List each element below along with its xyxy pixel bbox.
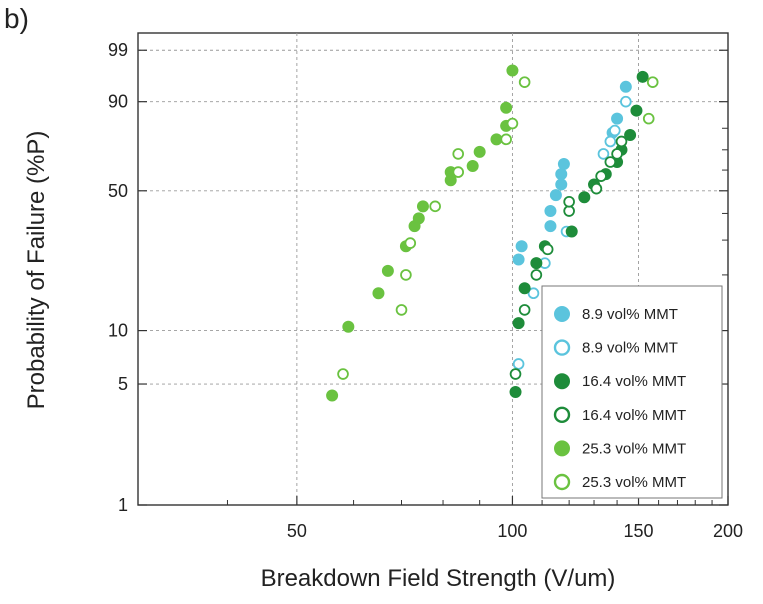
data-point (395, 304, 408, 316)
x-tick-label: 50 (287, 521, 307, 541)
x-axis-label: Breakdown Field Strength (V/um) (261, 565, 616, 592)
data-point (500, 133, 512, 146)
data-point (518, 76, 531, 88)
legend-marker (554, 440, 570, 457)
data-point (544, 220, 557, 233)
data-point (512, 317, 525, 330)
data-point (452, 166, 465, 178)
legend-label: 25.3 vol% MMT (582, 440, 686, 457)
data-point (630, 104, 643, 117)
data-point (530, 257, 543, 270)
data-point (565, 225, 578, 238)
data-point (506, 117, 519, 130)
data-point (518, 304, 531, 316)
data-point (544, 205, 557, 218)
legend: 8.9 vol% MMT 8.9 vol% MMT 16.4 vol% MMT 16.… (541, 285, 723, 499)
data-point (400, 269, 412, 281)
data-points (326, 64, 659, 402)
x-tick-label: 150 (624, 521, 654, 541)
data-point (342, 320, 355, 333)
data-point (509, 386, 522, 399)
data-point (512, 358, 525, 370)
data-point (412, 212, 425, 225)
data-point (429, 200, 441, 213)
data-point (609, 124, 621, 137)
data-point (500, 101, 513, 114)
legend-box (541, 285, 723, 499)
y-tick-label: 10 (108, 321, 128, 341)
y-tick-label: 50 (108, 181, 128, 201)
data-point (530, 269, 543, 281)
series-2-points (512, 95, 632, 370)
axis-ticks: 50 100 150 200 1 5 10 50 90 99 (108, 40, 743, 541)
legend-label: 8.9 vol% MMT (582, 340, 678, 357)
x-tick-label: 100 (497, 521, 527, 541)
legend-marker (554, 373, 570, 390)
data-point (557, 158, 570, 171)
data-point (515, 240, 528, 253)
y-tick-label: 90 (108, 92, 128, 112)
x-tick-label: 200 (713, 521, 743, 541)
data-point (642, 112, 655, 125)
data-point (452, 148, 465, 160)
data-point (527, 287, 540, 300)
data-point (416, 200, 429, 213)
data-point (509, 368, 522, 380)
panel-label: b) (4, 3, 29, 34)
data-point (404, 237, 417, 249)
legend-label: 16.4 vol% MMT (582, 407, 686, 424)
legend-label: 16.4 vol% MMT (582, 373, 686, 390)
data-point (512, 253, 525, 266)
series-6-points (337, 76, 659, 380)
legend-label: 25.3 vol% MMT (582, 474, 686, 491)
data-point (541, 243, 554, 256)
grid-lines (138, 33, 728, 505)
data-point (636, 70, 649, 83)
data-point (466, 160, 479, 173)
data-point (619, 80, 632, 93)
data-point (555, 178, 568, 191)
y-axis-label: Probability of Failure (%P) (23, 131, 50, 410)
data-point (578, 191, 591, 204)
data-point (604, 135, 617, 148)
legend-marker (553, 339, 571, 356)
data-point (595, 170, 607, 182)
data-point (615, 135, 628, 148)
data-point (624, 129, 637, 142)
legend-label: 8.9 vol% MMT (582, 306, 678, 323)
data-point (611, 112, 624, 125)
data-point (620, 95, 632, 108)
y-tick-label: 1 (118, 495, 128, 515)
legend-marker (553, 473, 571, 491)
data-point (611, 148, 623, 160)
data-point (563, 195, 575, 208)
data-point (590, 182, 603, 195)
data-point (646, 76, 659, 88)
legend-marker (553, 406, 571, 423)
data-point (381, 264, 394, 277)
data-point (473, 145, 486, 158)
data-point (549, 189, 562, 202)
y-tick-label: 5 (118, 374, 128, 394)
data-point (326, 389, 339, 402)
series-4-points (509, 135, 628, 380)
data-point (604, 156, 617, 168)
data-point (518, 282, 531, 295)
data-point (506, 64, 519, 77)
data-point (555, 168, 568, 181)
data-point (563, 205, 575, 217)
data-point (337, 368, 349, 380)
series-5-points (326, 64, 519, 402)
data-point (372, 287, 385, 300)
y-tick-label: 99 (108, 40, 128, 60)
data-point (597, 148, 610, 160)
legend-marker (554, 306, 570, 322)
